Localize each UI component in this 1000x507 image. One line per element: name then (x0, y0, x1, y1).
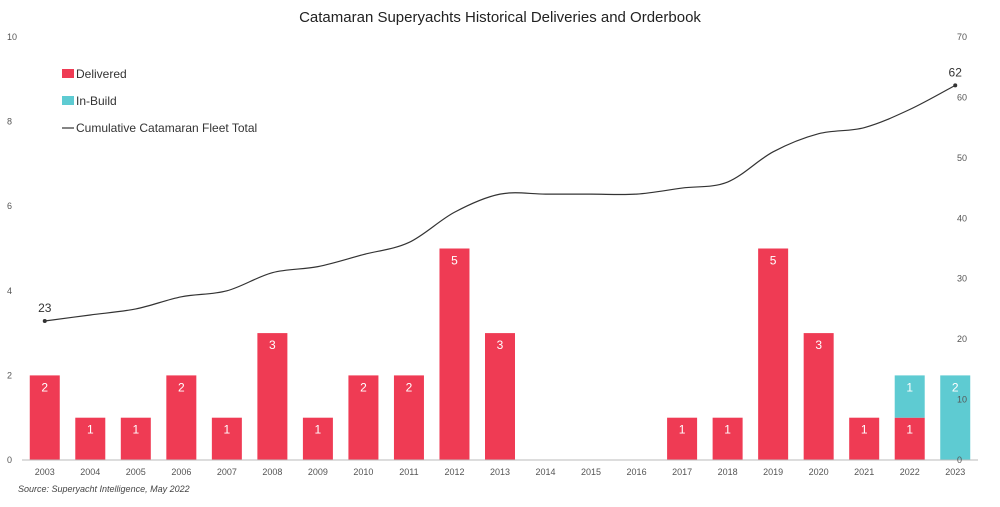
bar-delivered (166, 375, 197, 460)
y-right-tick-label: 70 (957, 32, 967, 42)
x-tick-label: 2003 (35, 467, 55, 477)
bar-delivered (803, 333, 834, 460)
bar-delivered-label: 1 (315, 423, 322, 437)
x-tick-label: 2014 (536, 467, 556, 477)
cumulative-point (42, 319, 47, 324)
legend-label-cumulative: Cumulative Catamaran Fleet Total (76, 121, 257, 135)
bar-delivered-label: 1 (679, 423, 686, 437)
bar-delivered (712, 417, 743, 460)
bar-delivered-label: 3 (269, 338, 276, 352)
x-tick-label: 2010 (353, 467, 373, 477)
y-right-tick-label: 50 (957, 153, 967, 163)
bar-delivered-label: 1 (224, 423, 231, 437)
bar-delivered (257, 333, 288, 460)
bar-delivered-label: 2 (178, 380, 185, 394)
x-tick-label: 2016 (627, 467, 647, 477)
y-left-tick-label: 2 (7, 370, 12, 380)
x-tick-label: 2017 (672, 467, 692, 477)
x-tick-label: 2021 (854, 467, 874, 477)
y-left-tick-label: 0 (7, 455, 12, 465)
x-tick-label: 2015 (581, 467, 601, 477)
legend-swatch-in-build (62, 96, 74, 105)
bar-delivered-label: 5 (770, 254, 777, 268)
legend-label-delivered: Delivered (76, 67, 127, 81)
line-layer: 23 62 (38, 65, 963, 324)
x-tick-label: 2018 (718, 467, 738, 477)
y-left-tick-label: 10 (7, 32, 17, 42)
bar-delivered-label: 1 (861, 423, 868, 437)
chart-title: Catamaran Superyachts Historical Deliver… (299, 9, 701, 26)
bar-delivered (211, 417, 242, 460)
bar-in-build (894, 375, 925, 418)
bar-delivered-label: 1 (906, 423, 913, 437)
bar-in-build (940, 375, 971, 460)
bar-delivered-label: 2 (360, 380, 367, 394)
x-tick-label: 2009 (308, 467, 328, 477)
bar-in-build-label: 1 (906, 380, 913, 394)
x-tick-label: 2004 (80, 467, 100, 477)
x-tick-label: 2008 (262, 467, 282, 477)
cumulative-point-label: 62 (949, 65, 963, 79)
bar-delivered (29, 375, 60, 460)
x-tick-label: 2011 (399, 467, 418, 477)
bar-in-build-label: 2 (952, 380, 959, 394)
bar-delivered-label: 2 (406, 380, 413, 394)
bar-delivered (667, 417, 698, 460)
cumulative-point (953, 83, 958, 88)
cumulative-line (44, 84, 956, 322)
x-tick-label: 2012 (444, 467, 464, 477)
axes-group: 0 2 4 6 8 10 0 10 20 30 40 50 60 70 2003 2004 2005 2006 20… (7, 32, 978, 477)
x-tick-label: 2020 (809, 467, 829, 477)
bar-delivered-label: 3 (815, 338, 822, 352)
legend: Delivered In-Build Cumulative Catamaran Fl… (62, 67, 257, 135)
bar-delivered (302, 417, 333, 460)
bar-delivered (120, 417, 151, 460)
bar-delivered (393, 375, 424, 460)
y-right-tick-label: 10 (957, 395, 967, 405)
cumulative-point-label: 23 (38, 301, 52, 315)
x-tick-label: 2007 (217, 467, 237, 477)
x-tick-label: 2022 (900, 467, 920, 477)
bar-delivered-label: 2 (41, 380, 48, 394)
bars-group: 2 1 1 2 1 3 1 2 2 5 3 1 1 5 3 1 1 1 2 (29, 248, 971, 460)
y-left-tick-label: 6 (7, 201, 12, 211)
y-left-tick-label: 8 (7, 117, 12, 127)
legend-swatch-delivered (62, 69, 74, 78)
bar-delivered-label: 1 (87, 423, 94, 437)
x-tick-label: 2006 (171, 467, 191, 477)
bar-delivered (75, 417, 106, 460)
x-tick-label: 2013 (490, 467, 510, 477)
source-note: Source: Superyacht Intelligence, May 202… (18, 484, 190, 494)
bar-delivered-label: 3 (497, 338, 504, 352)
y-right-tick-label: 0 (957, 455, 962, 465)
y-right-tick-label: 20 (957, 334, 967, 344)
y-left-tick-label: 4 (7, 286, 12, 296)
x-tick-label: 2023 (945, 467, 965, 477)
x-tick-label: 2005 (126, 467, 146, 477)
bar-delivered (849, 417, 880, 460)
bar-delivered (894, 417, 925, 460)
y-right-tick-label: 60 (957, 92, 967, 102)
bar-delivered (485, 333, 515, 460)
bar-delivered (348, 375, 379, 460)
bar-delivered-label: 1 (132, 423, 139, 437)
bar-delivered-label: 5 (451, 254, 458, 268)
bar-delivered (439, 248, 470, 460)
x-tick-label: 2019 (763, 467, 783, 477)
y-right-tick-label: 40 (957, 213, 967, 223)
bar-delivered (758, 248, 789, 460)
legend-label-in-build: In-Build (76, 94, 117, 108)
bar-delivered-label: 1 (724, 423, 731, 437)
y-right-tick-label: 30 (957, 274, 967, 284)
